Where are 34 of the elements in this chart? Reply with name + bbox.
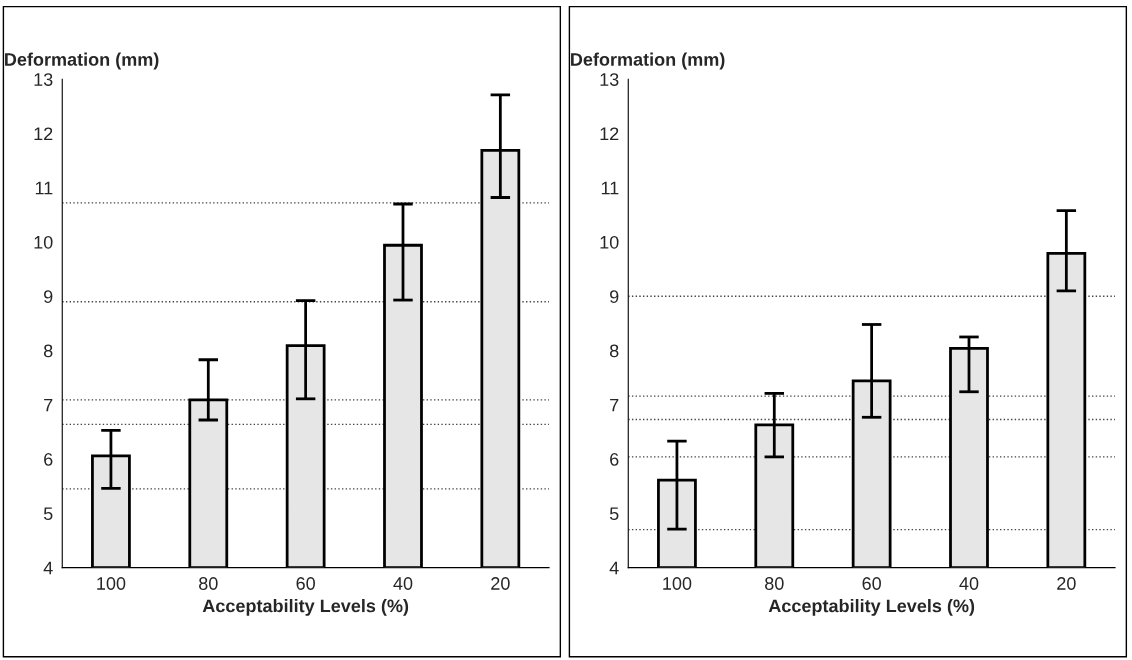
y-tick-label: 10: [600, 235, 619, 249]
y-tick-label: 6: [610, 453, 619, 466]
y-tick-label: 6: [44, 453, 53, 466]
y-tick-label: 9: [44, 290, 53, 303]
y-tick-label: 12: [34, 127, 53, 141]
y-tick-label: 5: [609, 507, 619, 521]
y-tick-label: 12: [600, 127, 619, 141]
y-axis-title: Deformation (mm): [571, 52, 725, 70]
x-tick-label: 100: [663, 577, 692, 590]
y-tick-label: 4: [609, 561, 619, 575]
y-tick-label: 13: [600, 73, 619, 86]
x-tick-label: 80: [199, 577, 218, 590]
x-axis-title: Acceptability Levels (%): [202, 599, 409, 616]
y-tick-label: 8: [609, 344, 619, 358]
y-axis-title: Deformation (mm): [5, 52, 159, 70]
y-tick-label: 7: [610, 398, 619, 412]
x-tick-label: 80: [765, 577, 784, 590]
y-tick-label: 4: [43, 561, 53, 575]
x-tick-label: 20: [1057, 577, 1076, 590]
y-tick-label: 8: [43, 344, 53, 358]
x-axis-title: Acceptability Levels (%): [768, 599, 975, 616]
y-tick-label: 5: [43, 507, 53, 521]
x-tick-label: 60: [296, 577, 315, 590]
y-tick-label: 11: [35, 181, 53, 195]
x-tick-label: 100: [97, 577, 126, 590]
y-tick-label: 10: [34, 235, 53, 249]
y-tick-label: 9: [610, 290, 619, 303]
y-tick-label: 7: [44, 398, 53, 412]
x-tick-label: 20: [491, 577, 510, 590]
x-tick-label: 40: [959, 577, 979, 590]
y-tick-label: 11: [601, 181, 619, 195]
x-tick-label: 40: [393, 577, 413, 590]
x-tick-label: 60: [862, 577, 881, 590]
y-tick-label: 13: [34, 73, 53, 86]
